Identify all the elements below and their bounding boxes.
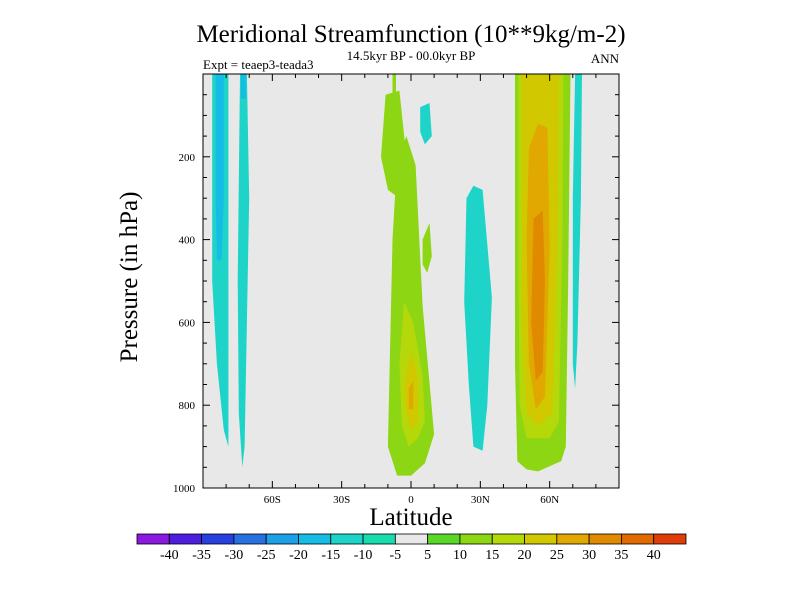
colorbar-swatch	[588, 533, 622, 545]
plot-frame	[202, 73, 620, 489]
chart-title: Meridional Streamfunction (10**9kg/m-2)	[196, 21, 625, 48]
subtitle-left: Expt = teaep3-teada3	[203, 57, 314, 72]
subtitle-center: 14.5kyr BP - 00.0kyr BP	[347, 48, 476, 63]
colorbar-label: 15	[485, 548, 499, 563]
colorbar-swatch	[136, 533, 170, 545]
y-tick-label: 400	[179, 235, 196, 247]
colorbar: -40 -35 -30 -25 -20 -15 -10 -5 5 10 15 20 25 30 35 40	[136, 533, 687, 563]
colorbar-label: -10	[354, 548, 373, 563]
colorbar-swatch	[298, 533, 332, 545]
y-tick-label: 800	[179, 400, 196, 412]
y-tick-label: 1000	[173, 483, 196, 495]
contour-region-tropics-upper-stem	[392, 74, 396, 112]
colorbar-label: -25	[257, 548, 276, 563]
colorbar-swatch	[330, 533, 364, 545]
colorbar-swatch	[491, 533, 525, 545]
colorbar-swatch	[233, 533, 267, 545]
colorbar-label: -5	[390, 548, 402, 563]
colorbar-swatch	[394, 533, 429, 545]
contour-regions	[212, 74, 582, 476]
colorbar-label: 10	[453, 548, 467, 563]
x-tick-label: 60N	[540, 494, 559, 506]
colorbar-label: 25	[550, 548, 564, 563]
contour-region-hadley-lobe	[422, 223, 432, 273]
x-tick-label: 30N	[471, 494, 490, 506]
colorbar-label: -40	[160, 548, 179, 563]
colorbar-label: 20	[518, 548, 532, 563]
colorbar-swatch	[427, 533, 461, 545]
contour-region-nh-ferrel-l30	[531, 210, 545, 381]
contour-region-sh-band-1-core	[215, 74, 224, 261]
contour-region-sh-band-2	[237, 74, 250, 468]
subtitle-right: ANN	[591, 51, 620, 66]
contour-region-nh-neg-cell	[464, 185, 492, 451]
colorbar-swatch	[362, 533, 396, 545]
colorbar-label: -15	[321, 548, 340, 563]
colorbar-label: -30	[225, 548, 244, 563]
y-tick-label: 600	[179, 317, 196, 329]
colorbar-swatch	[556, 533, 590, 545]
colorbar-swatch	[168, 533, 202, 545]
contour-region-sh-band-2-core	[241, 74, 246, 99]
contour-region-tropics-upper-cap	[420, 103, 432, 145]
axis-ticks: 60S 30S 0 30N 60N 200 400 600 800 1000	[173, 74, 619, 506]
colorbar-swatch	[459, 533, 493, 545]
colorbar-label: -35	[192, 548, 211, 563]
colorbar-label: 40	[647, 548, 661, 563]
colorbar-swatch	[265, 533, 299, 545]
colorbar-swatch	[653, 533, 687, 545]
y-axis-label: Pressure (in hPa)	[116, 192, 143, 363]
colorbar-label: -20	[289, 548, 308, 563]
x-axis-label: Latitude	[369, 504, 452, 531]
colorbar-label: 35	[614, 548, 628, 563]
colorbar-label: 30	[582, 548, 596, 563]
y-tick-label: 200	[179, 152, 196, 164]
colorbar-label: 5	[424, 548, 431, 563]
contour-region-hadley-l25	[408, 380, 414, 410]
colorbar-swatch	[621, 533, 655, 545]
x-tick-label: 0	[408, 494, 414, 506]
x-tick-label: 30S	[333, 494, 350, 506]
x-tick-label: 60S	[264, 494, 281, 506]
contour-region-nh-neg-right	[572, 74, 582, 389]
colorbar-swatch	[201, 533, 235, 545]
colorbar-swatch	[524, 533, 558, 545]
